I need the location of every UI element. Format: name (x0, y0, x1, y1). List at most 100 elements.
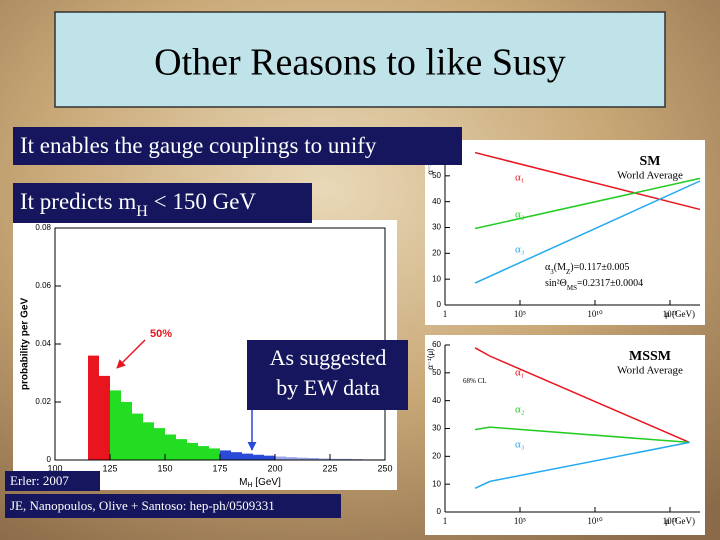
histogram-bar (165, 434, 176, 460)
text-run: < 150 GeV (148, 189, 257, 214)
text-run: It predicts m (20, 189, 136, 214)
series-label: α₃ (515, 439, 525, 451)
series-line (474, 426, 690, 444)
histogram-bar (143, 422, 154, 460)
y-tick-label: 10 (432, 479, 441, 488)
y-tick-label: 50 (432, 368, 441, 377)
x-tick-label: 1 (443, 516, 448, 526)
credit-box (5, 471, 100, 491)
series-label: α₃ (515, 244, 525, 256)
y-tick-label: 20 (432, 248, 441, 257)
series-label: α₁ (515, 172, 525, 184)
histogram-bar (88, 355, 99, 460)
bullet-box (13, 127, 462, 165)
y-tick-label: 0.06 (35, 281, 51, 290)
histogram-bar (341, 458, 352, 460)
series-line (474, 347, 690, 444)
x-tick-label: 10⁵ (514, 309, 526, 319)
series-label: α₂ (515, 209, 525, 221)
x-tick-label: 225 (322, 463, 337, 473)
y-tick-label: 0.04 (35, 339, 51, 348)
series-line (474, 177, 701, 230)
x-tick-label: 10¹⁰ (587, 516, 603, 526)
chart-subtitle: World Average (617, 170, 683, 182)
x-axis-label: μ (GeV) (665, 309, 695, 319)
annotation: 68% CL (463, 377, 487, 385)
text-run: sin²Θ (545, 278, 567, 289)
y-axis-label: α⁻¹(μ) (426, 348, 435, 370)
x-tick-label: 125 (102, 463, 117, 473)
x-tick-label: 175 (212, 463, 227, 473)
histogram-bar (154, 428, 165, 460)
text-run: )=0.117±0.005 (570, 262, 629, 273)
histogram-bar (110, 390, 121, 460)
y-tick-label: 0.08 (35, 223, 51, 232)
x-tick-label: 250 (377, 463, 392, 473)
text-run: CL (476, 377, 487, 385)
x-tick-label: 100 (47, 463, 62, 473)
callout-box (247, 340, 408, 410)
y-tick-label: 40 (432, 396, 441, 405)
text-run: 68% (463, 377, 476, 385)
y-tick-label: 0.02 (35, 397, 51, 406)
chart-title: MSSM (629, 349, 671, 364)
arrow (116, 339, 146, 369)
credit: JE, Nanopoulos, Olive + Santoso: hep-ph/… (10, 498, 275, 513)
text-run: (M (554, 262, 566, 273)
histogram-bar (319, 458, 330, 460)
series-label: α₁ (515, 367, 525, 379)
y-tick-label: 0 (437, 507, 442, 516)
text-run: [GeV] (253, 477, 282, 488)
y-tick-label: 50 (432, 171, 441, 180)
x-tick-label: 10¹⁵ (663, 516, 678, 526)
x-tick-label: 150 (157, 463, 172, 473)
series-line (474, 180, 701, 284)
sm-panel (425, 140, 705, 325)
mssm-panel (425, 335, 705, 535)
callout: As suggested (270, 345, 387, 370)
credit-box (5, 494, 341, 518)
histogram-bar (176, 439, 187, 460)
histogram-bar (308, 457, 319, 460)
histogram-bar (198, 446, 209, 460)
histogram-bar (231, 452, 242, 460)
series-label: α₂ (515, 404, 525, 416)
histogram-bar (253, 454, 264, 460)
chart-title: SM (640, 154, 661, 169)
histogram-bar (297, 457, 308, 460)
x-tick-label: 10⁵ (514, 516, 526, 526)
bullet: It enables the gauge couplings to unify (20, 133, 377, 158)
annotation: α3(MZ)=0.117±0.005 (545, 262, 629, 275)
series-line (474, 151, 701, 211)
y-tick-label: 20 (432, 451, 441, 460)
y-tick-label: 0 (437, 300, 442, 309)
histogram-bar (209, 448, 220, 460)
y-tick-label: 0 (47, 455, 52, 464)
x-tick-label: 10¹⁰ (587, 309, 603, 319)
chart-subtitle: World Average (617, 365, 683, 377)
subscript: Z (566, 268, 570, 276)
x-axis-label: μ (GeV) (665, 516, 695, 526)
slide-title: Other Reasons to like Susy (154, 42, 566, 84)
bullet-box (13, 183, 312, 223)
histogram-bar (242, 453, 253, 460)
y-tick-label: 60 (432, 340, 441, 349)
x-axis-label: MH [GeV] (239, 477, 281, 490)
text-run: M (239, 477, 247, 488)
annotation: sin²ΘMS=0.2317±0.0004 (545, 278, 643, 291)
subscript: MS (567, 284, 577, 292)
text-run: α (545, 262, 551, 273)
x-tick-label: 10¹⁵ (663, 309, 678, 319)
histogram-bar (275, 456, 286, 460)
series-line (474, 441, 690, 490)
histogram-bar (286, 457, 297, 460)
y-tick-label: 10 (432, 274, 441, 283)
y-tick-label: 30 (432, 223, 441, 232)
callout: by EW data (276, 375, 380, 400)
y-tick-label: 30 (432, 424, 441, 433)
histogram-bar (121, 402, 132, 460)
x-tick-label: 1 (443, 309, 448, 319)
text-run: It enables the gauge couplings to unify (20, 133, 377, 158)
